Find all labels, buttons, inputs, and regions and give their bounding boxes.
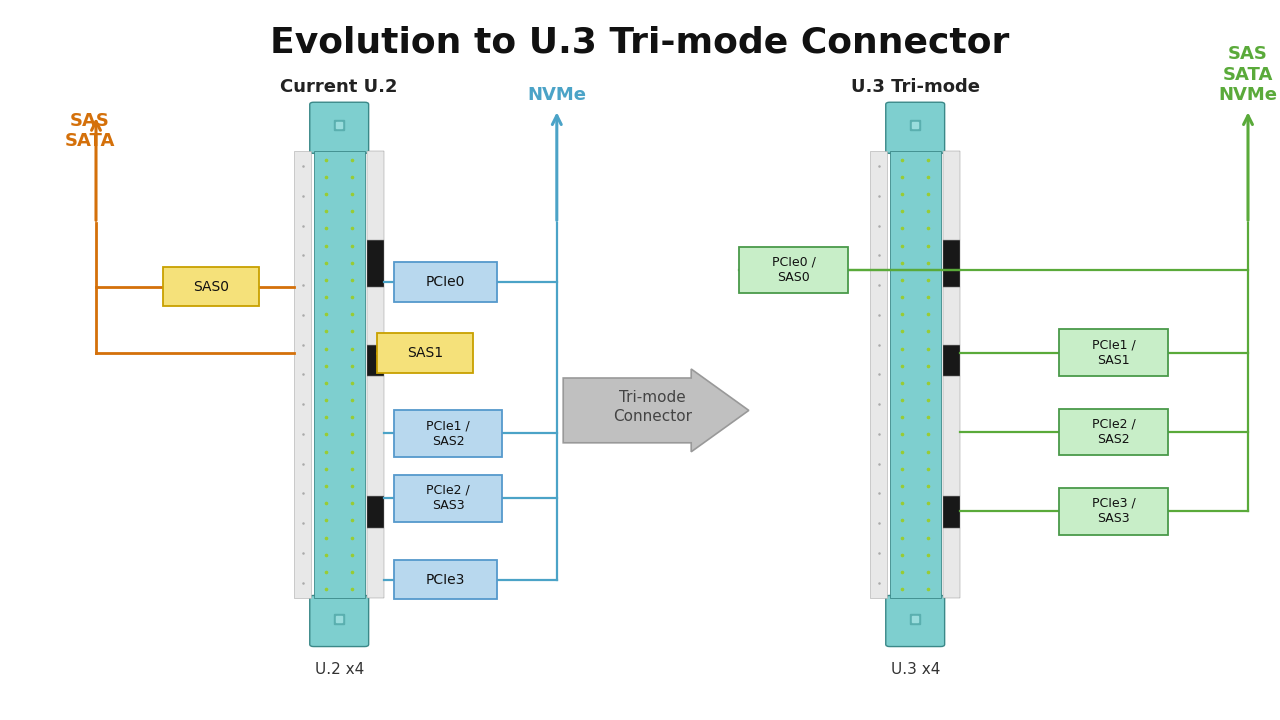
- Text: Evolution to U.3 Tri-mode Connector: Evolution to U.3 Tri-mode Connector: [270, 25, 1010, 59]
- Bar: [164, 266, 259, 307]
- Text: SAS
SATA: SAS SATA: [64, 112, 115, 150]
- Text: U.3 x4: U.3 x4: [891, 662, 940, 678]
- Bar: [314, 151, 365, 598]
- Text: PCIe2 /
SAS2: PCIe2 / SAS2: [1092, 418, 1135, 446]
- Bar: [367, 240, 384, 287]
- Bar: [367, 528, 384, 598]
- Bar: [367, 151, 384, 240]
- Bar: [367, 376, 384, 496]
- Text: U.3 Tri-mode: U.3 Tri-mode: [851, 78, 979, 96]
- FancyArrow shape: [563, 369, 749, 452]
- Text: Current U.2: Current U.2: [280, 78, 398, 96]
- Bar: [1060, 330, 1169, 376]
- Bar: [367, 346, 384, 376]
- Bar: [870, 151, 887, 598]
- FancyBboxPatch shape: [886, 102, 945, 153]
- Text: PCIe3: PCIe3: [426, 572, 465, 587]
- Bar: [394, 560, 497, 599]
- FancyBboxPatch shape: [886, 595, 945, 647]
- Bar: [1060, 488, 1169, 534]
- FancyBboxPatch shape: [310, 102, 369, 153]
- Bar: [294, 151, 311, 598]
- Text: SAS
SATA
NVMe: SAS SATA NVMe: [1219, 45, 1277, 104]
- Bar: [378, 333, 474, 373]
- Text: NVMe: NVMe: [527, 86, 586, 104]
- Bar: [943, 528, 960, 598]
- Bar: [740, 246, 849, 294]
- Bar: [367, 496, 384, 528]
- Text: PCIe0: PCIe0: [426, 275, 465, 289]
- Bar: [394, 262, 497, 302]
- Bar: [367, 287, 384, 346]
- Text: SAS0: SAS0: [193, 279, 229, 294]
- Bar: [943, 287, 960, 346]
- Text: PCIe0 /
SAS0: PCIe0 / SAS0: [772, 256, 815, 284]
- Bar: [394, 410, 503, 456]
- Bar: [943, 376, 960, 496]
- Text: Tri-mode
Connector: Tri-mode Connector: [613, 390, 692, 423]
- Bar: [394, 475, 503, 521]
- Bar: [943, 496, 960, 528]
- Text: PCIe1 /
SAS2: PCIe1 / SAS2: [426, 419, 470, 448]
- Bar: [943, 151, 960, 240]
- Text: PCIe2 /
SAS3: PCIe2 / SAS3: [426, 484, 470, 513]
- Text: PCIe3 /
SAS3: PCIe3 / SAS3: [1092, 497, 1135, 526]
- Bar: [943, 346, 960, 376]
- Text: SAS1: SAS1: [407, 346, 443, 360]
- Bar: [943, 240, 960, 287]
- FancyBboxPatch shape: [310, 595, 369, 647]
- Text: U.2 x4: U.2 x4: [315, 662, 364, 678]
- Bar: [1060, 408, 1169, 455]
- Bar: [890, 151, 941, 598]
- Text: PCIe1 /
SAS1: PCIe1 / SAS1: [1092, 338, 1135, 367]
